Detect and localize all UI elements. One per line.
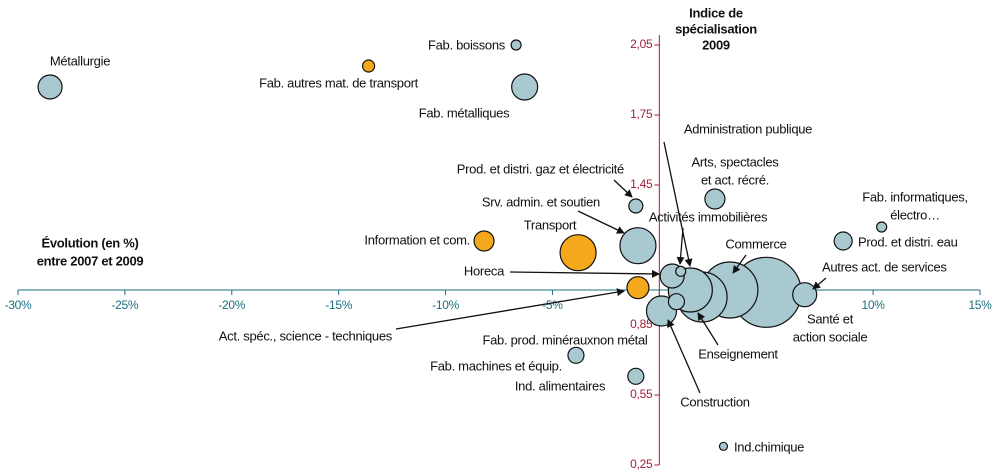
bubble-label: électro… — [890, 207, 940, 222]
bubble-label: Horeca — [464, 263, 505, 278]
annotation-arrow — [812, 277, 827, 290]
x-axis-label: Évolution (en %) — [41, 235, 138, 250]
bubble — [37, 74, 63, 100]
annotation-arrow — [395, 288, 625, 330]
bubble-label: Ind. alimentaires — [515, 378, 606, 393]
bubble-label: Srv. admin. et soutien — [482, 194, 600, 209]
bubble-label: Fab. métalliques — [419, 105, 510, 120]
bubble — [718, 441, 729, 451]
bubble-label: Autres act. de services — [822, 259, 947, 274]
x-tick-label: 15% — [968, 298, 992, 312]
bubble-label: Information et com. — [364, 232, 470, 247]
y-tick-label: 0,55 — [630, 387, 653, 401]
x-tick-label: -15% — [325, 298, 352, 312]
bubble — [559, 234, 597, 272]
bubble-label: Prod. et distri. eau — [858, 234, 958, 249]
annotation-arrow — [509, 269, 660, 278]
annotation-arrow — [667, 319, 701, 394]
bubble — [473, 230, 495, 252]
x-tick-label: -10% — [432, 298, 459, 312]
bubble — [704, 188, 726, 210]
y-axis-label: 2009 — [702, 37, 730, 52]
bubble-label: Activités immobilières — [649, 209, 768, 224]
y-axis-label: Indice de — [689, 5, 743, 20]
bubble — [510, 39, 522, 51]
bubble-label: Fab. machines et équip. — [430, 358, 562, 373]
bubble — [833, 231, 853, 251]
x-tick-label: -30% — [5, 298, 32, 312]
annotation-arrow — [577, 210, 625, 234]
bubble — [627, 367, 645, 385]
x-tick-label: -20% — [218, 298, 245, 312]
bubble — [511, 73, 539, 101]
annotation-arrow — [676, 227, 685, 265]
bubble-label: Métallurgie — [50, 53, 110, 68]
bubble-label: action sociale — [793, 329, 868, 344]
x-tick-label: 10% — [862, 298, 886, 312]
bubble — [361, 59, 376, 73]
bubble — [876, 221, 888, 233]
bubble-label: Construction — [680, 394, 749, 409]
bubble-label: Fab. autres mat. de transport — [259, 75, 419, 90]
bubble-label: Act. spéc., science - techniques — [219, 328, 393, 343]
annotation-arrow — [697, 312, 719, 346]
y-tick-label: 1,75 — [630, 107, 653, 121]
bubble — [675, 265, 687, 277]
y-tick-label: 2,05 — [630, 37, 653, 51]
bubble-label: Prod. et distri. gaz et électricité — [457, 161, 624, 176]
bubble-label: Fab. prod. minérauxnon métal — [482, 332, 647, 347]
bubble-label: Fab. informatiques, — [862, 189, 968, 204]
bubble-label: Fab. boissons — [428, 37, 506, 52]
bubble-label: Santé et — [807, 311, 854, 326]
y-tick-label: 0,85 — [630, 317, 653, 331]
x-axis-label: entre 2007 et 2009 — [37, 253, 144, 268]
annotation-arrow — [613, 179, 633, 198]
bubble — [792, 282, 818, 308]
bubble — [628, 198, 644, 214]
annotation-arrow — [732, 254, 747, 274]
bubble — [667, 293, 686, 311]
y-axis-label: spécialisation — [675, 21, 757, 36]
bubble-label: Arts, spectacles — [692, 154, 780, 169]
bubble-label: Ind.chimique — [734, 439, 804, 454]
bubble-label: et act. récré. — [701, 172, 769, 187]
annotation-arrow — [663, 141, 693, 267]
bubble-label: Commerce — [725, 236, 786, 251]
y-tick-label: 1,45 — [630, 177, 653, 191]
bubble-label: Transport — [524, 217, 577, 232]
bubble-label: Enseignement — [698, 346, 778, 361]
x-tick-label: -25% — [111, 298, 138, 312]
bubble-label: Administration publique — [684, 121, 812, 136]
y-tick-label: 0,25 — [630, 457, 653, 471]
bubble — [626, 276, 650, 300]
bubble — [619, 227, 657, 265]
x-tick-label: -5% — [542, 298, 563, 312]
bubble — [567, 346, 585, 364]
